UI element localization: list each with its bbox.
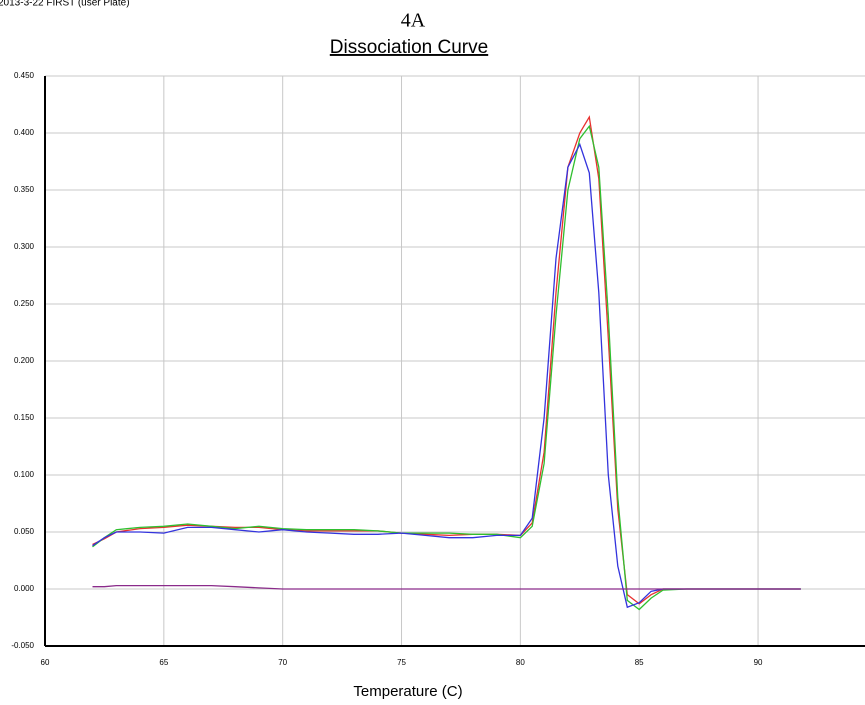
y-tick-label: 0.400 <box>14 128 35 137</box>
y-tick-label: 0.250 <box>14 299 35 308</box>
x-tick-label: 85 <box>635 658 644 667</box>
x-tick-label: 65 <box>159 658 168 667</box>
series-line <box>92 142 801 609</box>
series-line <box>92 584 801 590</box>
x-tick-label: 75 <box>397 658 406 667</box>
x-axis-label: Temperature (C) <box>353 683 462 700</box>
y-tick-label: 0.150 <box>14 413 35 422</box>
chart-subtitle: Dissociation Curve <box>330 37 488 58</box>
header-text: 2013-3-22 FIRST (user Plate) <box>0 0 130 9</box>
x-tick-label: 60 <box>41 658 50 667</box>
x-tick-label: 90 <box>754 658 763 667</box>
y-tick-label: 0.350 <box>14 185 35 194</box>
y-tick-label: -0.050 <box>11 641 34 650</box>
chart-title: 4A <box>401 10 426 32</box>
series-line <box>92 124 801 611</box>
x-tick-label: 80 <box>516 658 525 667</box>
y-tick-label: 0.300 <box>14 242 35 251</box>
y-tick-label: 0.050 <box>14 527 35 536</box>
y-tick-label: 0.000 <box>14 584 35 593</box>
y-tick-label: 0.450 <box>14 71 35 80</box>
y-tick-label: 0.100 <box>14 470 35 479</box>
x-tick-label: 70 <box>278 658 287 667</box>
y-tick-label: 0.200 <box>14 356 35 365</box>
